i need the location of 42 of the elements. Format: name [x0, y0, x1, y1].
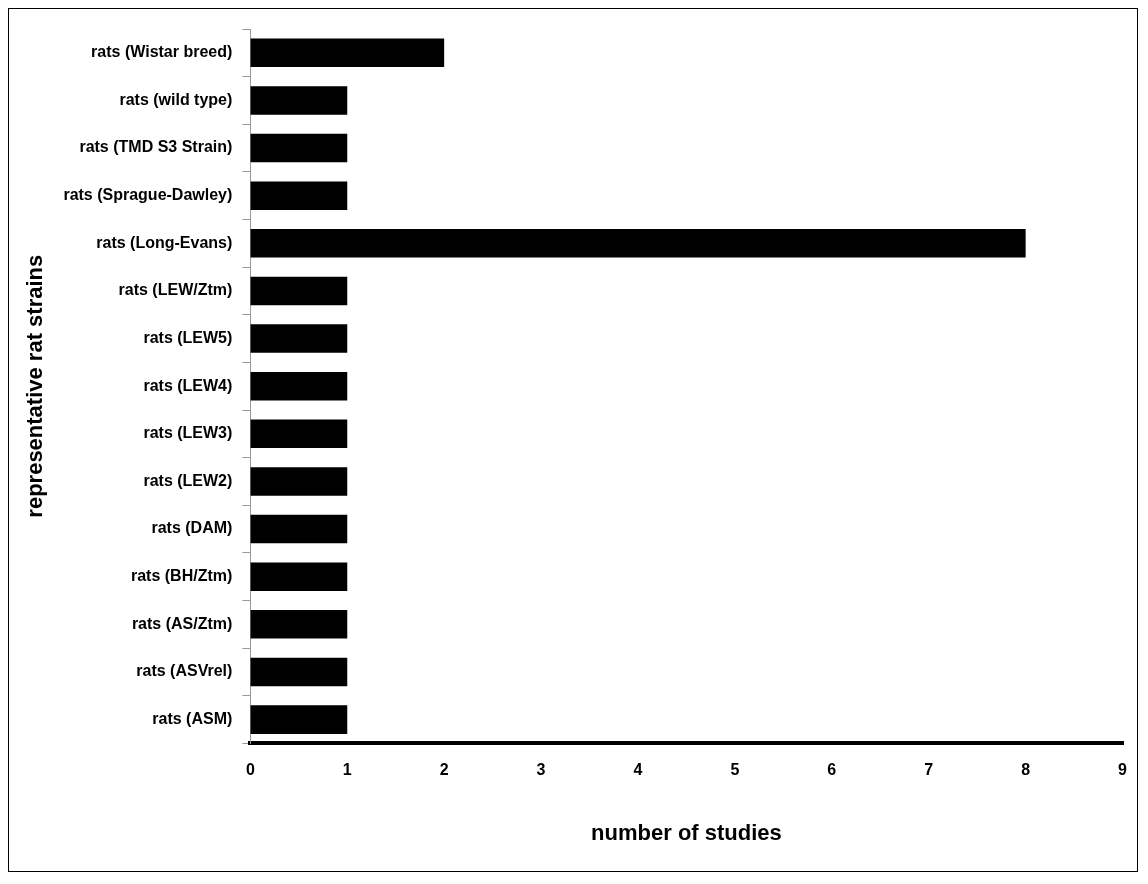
y-axis-title: representative rat strains	[22, 254, 48, 518]
bar	[250, 419, 348, 449]
x-tick-label: 7	[924, 761, 934, 779]
x-tick-label: 3	[536, 761, 546, 779]
y-tick-label: rats (ASM)	[152, 709, 233, 727]
bar	[250, 657, 348, 687]
y-tick-label: rats (LEW2)	[143, 471, 233, 489]
y-tick-label: rats (LEW/Ztm)	[118, 281, 233, 299]
x-tick-label: 9	[1118, 761, 1128, 779]
y-tick-label: rats (AS/Ztm)	[131, 614, 233, 632]
x-tick-label: 0	[245, 761, 255, 779]
x-tick-label: 2	[439, 761, 449, 779]
y-tick-label: rats (TMD S3 Strain)	[79, 138, 233, 156]
bar	[250, 276, 348, 306]
x-axis-title: number of studies	[591, 819, 782, 845]
bar	[250, 371, 348, 401]
bar	[250, 705, 348, 734]
y-tick-label: rats (LEW5)	[143, 328, 233, 346]
bar	[250, 181, 348, 210]
bar	[250, 229, 1026, 258]
x-tick-label: 6	[827, 761, 837, 779]
y-tick-label: rats (Long-Evans)	[96, 233, 233, 251]
bar	[250, 467, 348, 496]
y-tick-label: rats (LEW4)	[143, 376, 233, 394]
y-tick-label: rats (Wistar breed)	[91, 43, 233, 61]
bar	[250, 86, 348, 115]
bar	[250, 38, 445, 68]
bar	[250, 514, 348, 544]
y-tick-label: rats (wild type)	[119, 90, 233, 108]
y-tick-label: rats (ASVrel)	[136, 662, 233, 680]
x-tick-label: 1	[342, 761, 352, 779]
y-tick-label: rats (DAM)	[151, 519, 233, 537]
y-tick-label: rats (BH/Ztm)	[130, 567, 233, 585]
x-tick-label: 8	[1021, 761, 1031, 779]
x-tick-label: 5	[730, 761, 740, 779]
y-tick-label: rats (LEW3)	[143, 424, 233, 442]
bar	[250, 324, 348, 353]
x-tick-label: 4	[633, 761, 643, 779]
bar	[250, 610, 348, 639]
bar	[250, 562, 348, 591]
y-tick-label: rats (Sprague-Dawley)	[63, 186, 233, 204]
bar	[250, 133, 348, 163]
